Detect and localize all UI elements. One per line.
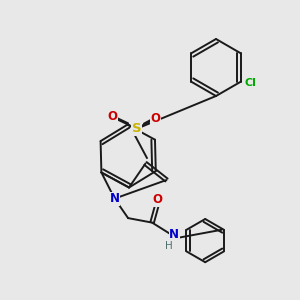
- Text: S: S: [132, 122, 141, 136]
- Text: Cl: Cl: [244, 78, 256, 88]
- Text: O: O: [107, 110, 118, 123]
- Text: O: O: [152, 193, 163, 206]
- Text: N: N: [169, 228, 179, 241]
- Text: N: N: [110, 192, 120, 205]
- Text: H: H: [165, 241, 173, 251]
- Text: O: O: [150, 112, 160, 125]
